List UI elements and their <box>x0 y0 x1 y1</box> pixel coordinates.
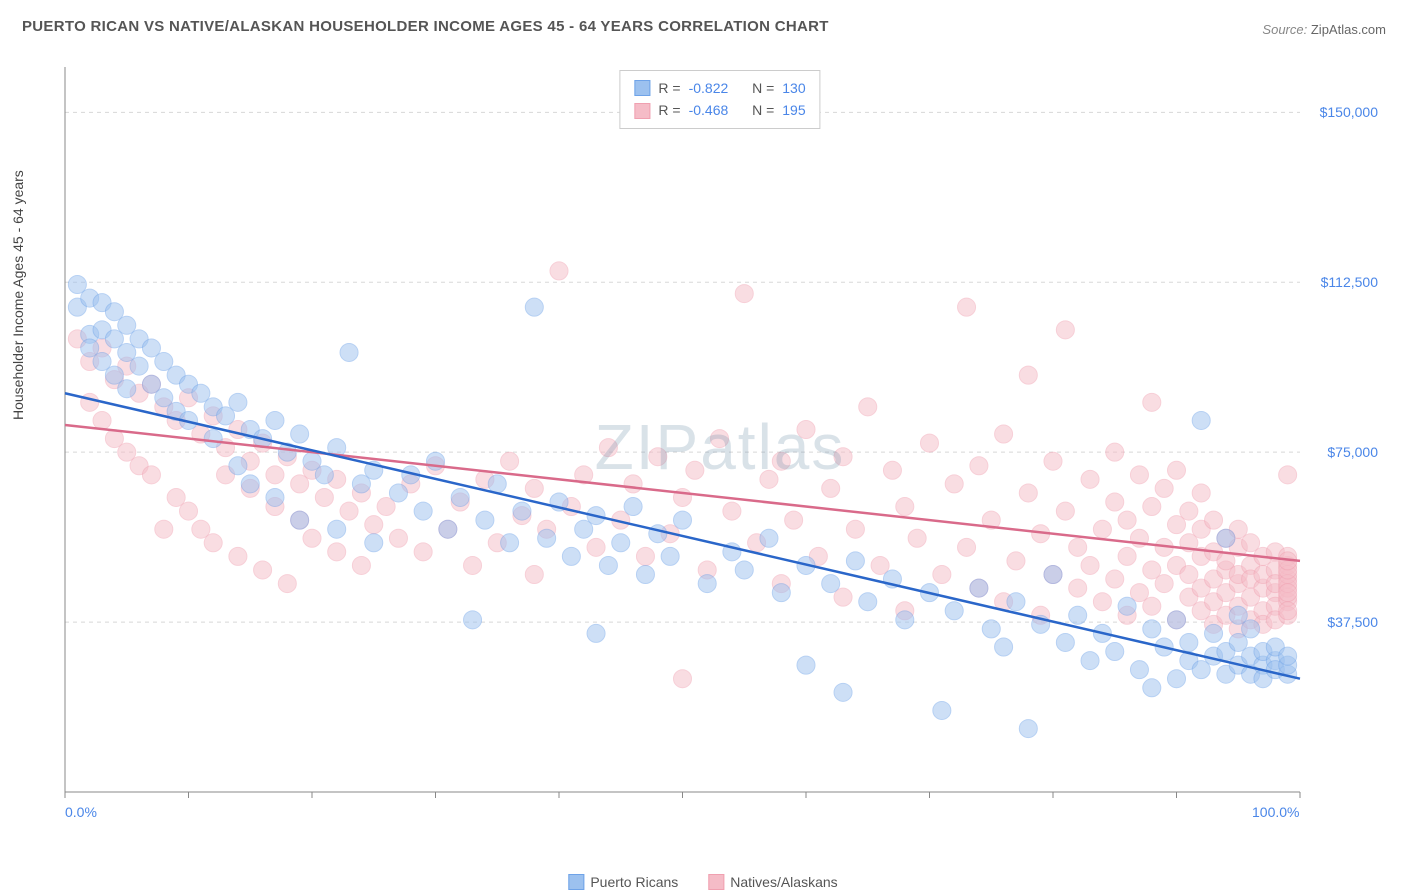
plot-area: ZIPatlas R = -0.822 N = 130 R = -0.468 N… <box>60 62 1380 832</box>
source-value: ZipAtlas.com <box>1311 22 1386 37</box>
legend-item-series1: Puerto Ricans <box>568 874 678 890</box>
legend-swatch-series1 <box>568 874 584 890</box>
y-tick-label: $75,000 <box>1327 444 1378 460</box>
chart-title: PUERTO RICAN VS NATIVE/ALASKAN HOUSEHOLD… <box>22 18 829 35</box>
stats-row-series1: R = -0.822 N = 130 <box>634 77 805 99</box>
x-tick-label: 0.0% <box>65 804 97 820</box>
n-value: 130 <box>782 77 805 99</box>
r-value: -0.468 <box>689 99 729 121</box>
y-tick-label: $37,500 <box>1327 614 1378 630</box>
y-axis-label: Householder Income Ages 45 - 64 years <box>10 170 26 420</box>
r-label: R = <box>658 77 680 99</box>
y-tick-label: $112,500 <box>1321 274 1378 290</box>
legend-item-series2: Natives/Alaskans <box>708 874 837 890</box>
legend-bottom: Puerto Ricans Natives/Alaskans <box>568 874 837 890</box>
r-label: R = <box>658 99 680 121</box>
n-label: N = <box>752 77 774 99</box>
y-tick-label: $150,000 <box>1320 104 1378 120</box>
n-value: 195 <box>782 99 805 121</box>
legend-label-series2: Natives/Alaskans <box>730 874 837 890</box>
source-attribution: Source: ZipAtlas.com <box>1262 22 1386 37</box>
stats-swatch-series1 <box>634 80 650 96</box>
stats-legend-box: R = -0.822 N = 130 R = -0.468 N = 195 <box>619 70 820 129</box>
stats-row-series2: R = -0.468 N = 195 <box>634 99 805 121</box>
n-label: N = <box>752 99 774 121</box>
stats-swatch-series2 <box>634 103 650 119</box>
r-value: -0.822 <box>689 77 729 99</box>
scatter-chart <box>60 62 1380 832</box>
legend-label-series1: Puerto Ricans <box>590 874 678 890</box>
x-tick-label: 100.0% <box>1252 804 1299 820</box>
legend-swatch-series2 <box>708 874 724 890</box>
source-label: Source: <box>1262 22 1307 37</box>
